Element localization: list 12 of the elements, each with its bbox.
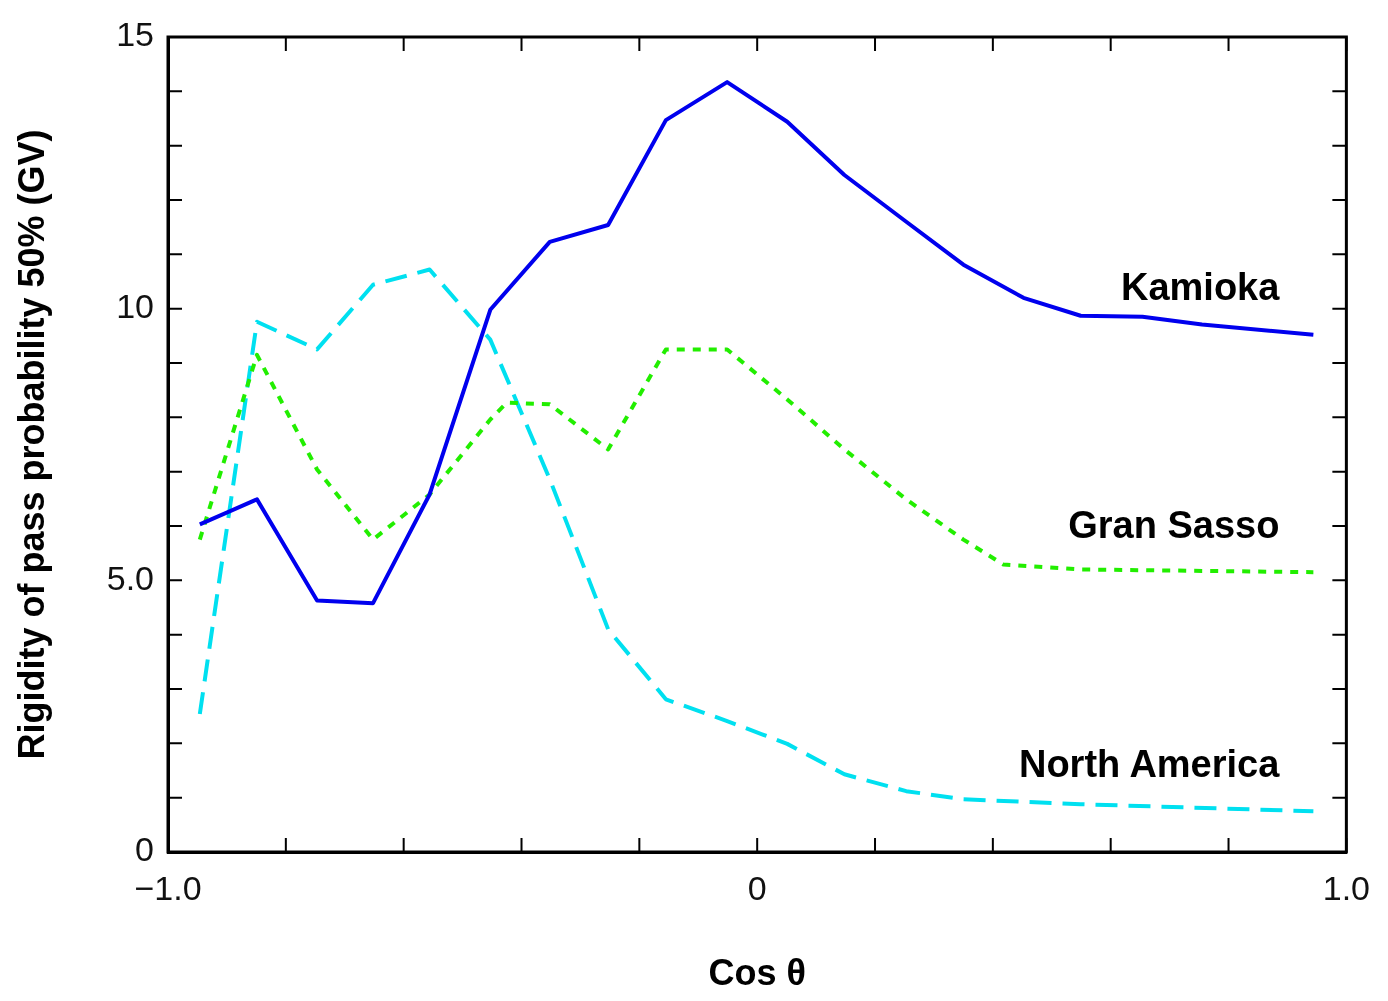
x-tick-label: −1.0 [134, 868, 202, 907]
y-axis-title: Rigidity of pass probability 50% (GV) [10, 129, 52, 760]
y-tick-label: 15 [116, 15, 154, 54]
x-tick-label: 0 [747, 868, 767, 907]
series-label: Gran Sasso [1068, 503, 1280, 546]
series-label: Kamioka [1120, 266, 1281, 309]
y-tick-label: 5.0 [106, 558, 154, 597]
x-tick-label: 1.0 [1322, 868, 1370, 907]
series-label: North America [1018, 742, 1281, 785]
y-tick-label: 10 [116, 287, 154, 326]
y-tick-label: 0 [135, 830, 154, 869]
x-axis-title: Cos θ [708, 952, 806, 994]
